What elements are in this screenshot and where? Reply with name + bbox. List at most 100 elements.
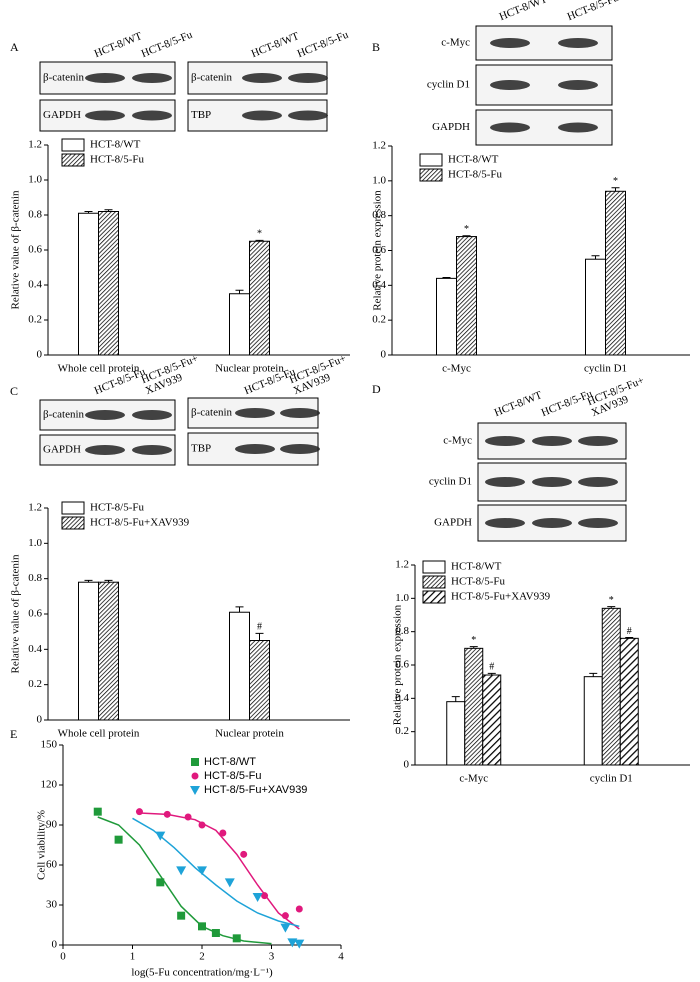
- blot-row-label: TBP: [191, 443, 211, 455]
- legend-marker: [190, 786, 200, 795]
- error-bar: [611, 187, 620, 192]
- bar: [601, 607, 621, 766]
- point: [211, 929, 220, 937]
- blot-band: [85, 110, 125, 121]
- error-bar: [462, 235, 471, 237]
- bar: [446, 701, 466, 766]
- y-axis-label: Cell viability/%: [36, 810, 48, 880]
- significance-mark: #: [489, 662, 494, 673]
- legend-swatch: [422, 560, 446, 574]
- panel-label: D: [372, 382, 381, 396]
- blot-band: [242, 73, 282, 83]
- point: [252, 893, 263, 902]
- legend-label: HCT-8/5-Fu: [90, 154, 144, 166]
- legend-label: HCT-8/5-Fu: [90, 502, 144, 514]
- blot-band: [485, 477, 525, 487]
- x-tick-label: Nuclear protein: [215, 728, 284, 740]
- blot-band: [558, 80, 598, 90]
- blot-band: [490, 122, 530, 133]
- blot-row-label: cyclin D1: [427, 79, 470, 91]
- y-tick-label: 1.2: [372, 140, 386, 152]
- blot-band: [532, 477, 572, 487]
- lane-label: HCT-8/WT: [493, 389, 544, 419]
- y-tick-label: 0.2: [28, 678, 42, 690]
- bar: [585, 258, 606, 356]
- y-tick-label: 0.2: [28, 314, 42, 326]
- y-tick-label: 0: [37, 349, 43, 361]
- legend-swatch: [419, 153, 443, 167]
- blot-row-label: β-catenin: [191, 72, 233, 84]
- point: [281, 912, 289, 920]
- y-tick-label: 120: [41, 779, 58, 791]
- blot-band: [288, 73, 328, 83]
- y-tick-label: 1.0: [395, 592, 409, 604]
- blot-row-label: c-Myc: [441, 37, 470, 49]
- bar: [619, 637, 639, 766]
- legend-label: HCT-8/5-Fu: [448, 169, 502, 181]
- blot-row-label: GAPDH: [43, 444, 81, 456]
- significance-mark: #: [627, 626, 632, 637]
- blot-row-label: β-catenin: [43, 409, 85, 421]
- point: [295, 905, 303, 913]
- panel-label: C: [10, 384, 18, 398]
- error-bar: [625, 637, 634, 639]
- lane-label: HCT-8/5-Fu: [566, 0, 621, 23]
- bar: [456, 236, 477, 356]
- x-tick-label: Whole cell protein: [58, 728, 140, 740]
- blot-row-label: c-Myc: [443, 435, 472, 447]
- y-tick-label: 0: [37, 714, 43, 726]
- error-bar: [104, 209, 113, 212]
- y-tick-label: 30: [46, 899, 58, 911]
- y-tick-label: 0.4: [395, 692, 409, 704]
- blot-band: [558, 38, 598, 48]
- x-tick-label: cyclin D1: [584, 363, 627, 375]
- y-tick-label: 0.8: [28, 572, 42, 584]
- blot-band: [578, 436, 618, 446]
- blot-row-label: cyclin D1: [429, 476, 472, 488]
- y-tick-label: 1.0: [372, 174, 386, 186]
- blot-row-label: GAPDH: [432, 121, 470, 133]
- panel-label: B: [372, 40, 380, 54]
- y-tick-label: 1.0: [28, 537, 42, 549]
- blot-band: [288, 110, 328, 121]
- y-axis-label: Relative value of β-catenin: [10, 554, 22, 673]
- error-bar: [104, 579, 113, 583]
- blot-band: [85, 73, 125, 83]
- legend-label: HCT-8/5-Fu+XAV939: [90, 517, 190, 529]
- blot-band: [558, 122, 598, 133]
- point: [232, 934, 241, 943]
- point: [294, 939, 305, 949]
- error-bar: [607, 606, 616, 609]
- error-bar: [487, 672, 496, 675]
- bar: [249, 640, 270, 721]
- point: [219, 829, 227, 837]
- error-bar: [84, 211, 93, 214]
- significance-mark: *: [471, 635, 476, 646]
- significance-mark: *: [464, 224, 469, 235]
- lane-label: HCT-8/WT: [498, 0, 549, 23]
- point: [280, 923, 291, 933]
- point: [93, 807, 102, 816]
- panel-label: E: [10, 727, 17, 741]
- bar: [436, 277, 457, 356]
- legend-swatch: [61, 153, 85, 167]
- blot-band: [242, 110, 282, 121]
- lane-label: HCT-8/WT: [93, 30, 144, 60]
- y-tick-label: 1.2: [395, 559, 409, 571]
- lane-label: HCT-8/5-Fu: [540, 388, 595, 420]
- y-tick-label: 1.2: [28, 502, 42, 514]
- bar: [464, 647, 484, 766]
- point: [224, 878, 235, 888]
- legend-swatch: [61, 138, 85, 152]
- blot-row-label: GAPDH: [43, 109, 81, 121]
- point: [198, 821, 206, 829]
- blot-band: [235, 444, 275, 454]
- x-tick-label: 3: [269, 951, 275, 963]
- y-axis-label: Relative value of β-catenin: [10, 190, 22, 309]
- legend-label: HCT-8/5-Fu: [204, 770, 261, 782]
- lane-label: HCT-8/WT: [250, 30, 301, 60]
- error-bar: [589, 672, 598, 677]
- y-tick-label: 150: [41, 739, 58, 751]
- error-bar: [255, 632, 264, 641]
- blot-band: [485, 518, 525, 528]
